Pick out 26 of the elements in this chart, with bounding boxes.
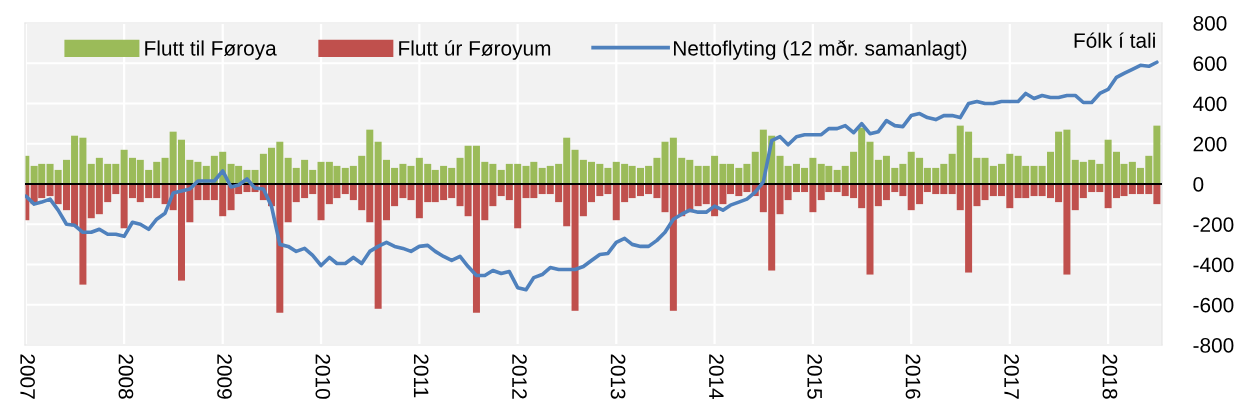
y-tick-label: 600 [1193, 56, 1227, 71]
x-tick-label: 2011 [413, 354, 429, 398]
line-series [25, 60, 1159, 292]
x-tick-label: 2012 [512, 354, 527, 399]
legend-label: Nettoflyting (12 mðr. samanlagt) [674, 40, 967, 60]
x-tick-label: 2013 [610, 354, 626, 399]
y-axis-title: Fólk í tali [1074, 32, 1155, 48]
y-tick-label: 800 [1193, 16, 1227, 31]
x-tick-label: 2009 [217, 354, 232, 399]
y-tick-label: -200 [1193, 217, 1234, 232]
y-tick-label: -600 [1193, 297, 1234, 313]
x-tick-label: 2007 [20, 354, 35, 399]
y-tick-label: -800 [1193, 338, 1234, 353]
x-tick-label: 2015 [807, 354, 823, 399]
x-tick-label: 2008 [118, 354, 134, 399]
y-tick-label: 0 [1193, 177, 1204, 192]
x-tick-label: 2010 [315, 354, 331, 399]
x-tick-label: 2018 [1102, 354, 1118, 399]
legend-label: Flutt til Føroya [145, 40, 277, 60]
y-tick-label: -400 [1193, 257, 1234, 273]
x-tick-label: 2016 [905, 354, 921, 399]
x-tick-label: 2017 [1004, 354, 1019, 399]
y-tick-label: 200 [1193, 136, 1227, 152]
x-tick-label: 2014 [708, 354, 724, 400]
y-tick-label: 400 [1193, 96, 1227, 112]
legend-label: Flutt úr Føroyum [399, 40, 551, 60]
